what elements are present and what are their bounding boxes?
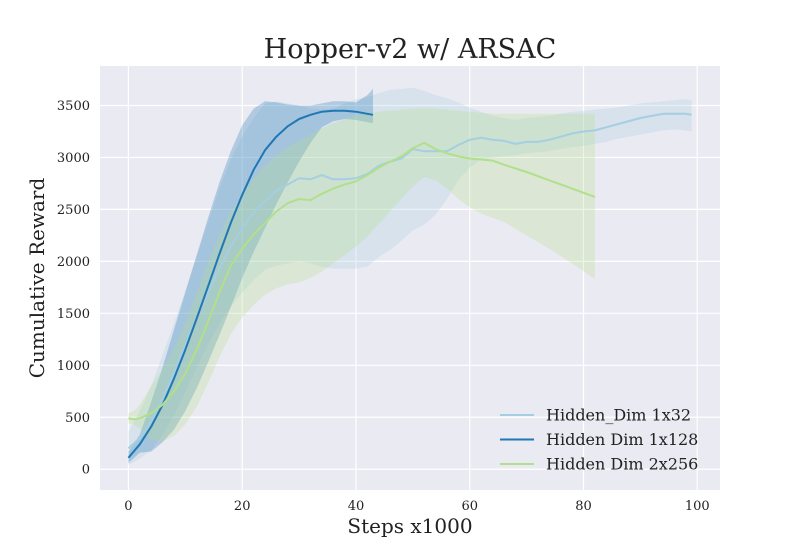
line-series-1 — [127, 109, 374, 459]
line-series-2 — [128, 141, 596, 421]
grid — [100, 66, 720, 490]
x-tick-label: 0 — [124, 499, 132, 514]
plot-area — [100, 66, 720, 490]
y-tick-label: 2500 — [57, 203, 90, 218]
chart-title: Hopper-v2 w/ ARSAC — [264, 34, 557, 65]
x-tick-label: 20 — [234, 499, 251, 514]
x-tick-label: 80 — [575, 499, 592, 514]
series-lines — [127, 109, 692, 459]
y-tick-label: 2000 — [57, 255, 90, 270]
y-tick-label: 500 — [65, 411, 90, 426]
y-tick-label: 3500 — [57, 99, 90, 114]
y-tick-label: 0 — [82, 463, 90, 478]
legend: Hidden_Dim 1x32 Hidden Dim 1x128 Hidden Di… — [500, 406, 698, 474]
x-axis-label: Steps x1000 — [347, 514, 472, 538]
x-tick-label: 60 — [461, 499, 478, 514]
x-tick-label: 100 — [685, 499, 710, 514]
y-tick-label: 3000 — [57, 151, 90, 166]
x-axis-ticks: 0 20 40 60 80 100 — [124, 499, 709, 514]
band-series-0 — [128, 87, 692, 466]
y-tick-label: 1000 — [57, 359, 90, 374]
legend-label-1: Hidden Dim 1x128 — [546, 430, 698, 449]
x-tick-label: 40 — [348, 499, 365, 514]
y-axis-ticks: 0 500 1000 1500 2000 2500 3000 3500 — [57, 99, 90, 478]
legend-label-0: Hidden_Dim 1x32 — [546, 406, 691, 425]
legend-label-2: Hidden Dim 2x256 — [546, 455, 698, 474]
y-tick-label: 1500 — [57, 307, 90, 322]
band-series-1 — [128, 88, 373, 464]
y-axis-label: Cumulative Reward — [25, 178, 49, 379]
